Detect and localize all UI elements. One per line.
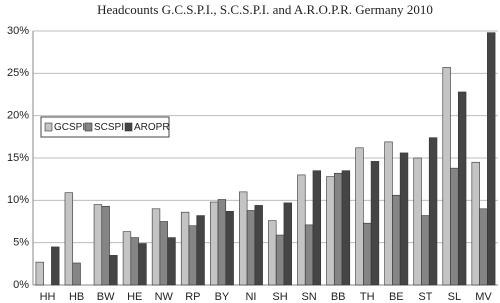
x-tick-label: NW xyxy=(155,291,174,303)
bar xyxy=(312,170,322,286)
bar xyxy=(450,167,459,286)
bar xyxy=(254,205,263,286)
chart-title: Headcounts G.C.S.P.I., S.C.S.P.I. and A.… xyxy=(97,2,433,17)
x-tick-label: SN xyxy=(301,291,316,303)
legend-swatch xyxy=(84,122,93,132)
y-tick-label: 5% xyxy=(13,237,29,249)
y-tick-label: 25% xyxy=(7,67,29,79)
bar xyxy=(239,191,248,286)
bar xyxy=(479,208,488,286)
x-tick-label: HH xyxy=(40,291,56,303)
bar xyxy=(196,215,205,286)
x-tick-label: TH xyxy=(360,291,375,303)
bar xyxy=(64,192,74,286)
x-tick-label: MV xyxy=(475,291,492,303)
bar xyxy=(487,32,496,286)
x-tick-label: SL xyxy=(448,291,461,303)
bar xyxy=(421,215,430,286)
x-tick-label: BE xyxy=(389,291,404,303)
y-tick-label: 15% xyxy=(7,152,29,164)
bar xyxy=(109,255,118,286)
bar xyxy=(225,211,234,286)
bar xyxy=(355,147,364,286)
bar xyxy=(326,176,335,286)
bar xyxy=(413,157,422,286)
y-tick-label: 20% xyxy=(7,110,29,122)
bar xyxy=(268,220,277,286)
x-tick-label: BW xyxy=(97,291,115,303)
bar xyxy=(151,208,161,286)
x-tick-label: HE xyxy=(127,291,142,303)
x-tick-label: RP xyxy=(185,291,200,303)
legend-label: SCSPI xyxy=(94,122,124,133)
bar xyxy=(188,225,198,286)
bar xyxy=(442,67,451,286)
x-tick-label: SH xyxy=(272,291,287,303)
bar xyxy=(471,161,480,286)
bar xyxy=(428,137,438,286)
y-tick-label: 0% xyxy=(13,279,29,291)
x-tick-label: ST xyxy=(418,291,432,303)
bar xyxy=(180,211,190,286)
bar xyxy=(384,141,393,286)
bar xyxy=(130,237,139,286)
bar xyxy=(333,172,343,286)
bar xyxy=(167,237,176,286)
bar xyxy=(209,201,219,286)
bar xyxy=(304,224,314,286)
bar xyxy=(363,222,372,286)
x-tick-label: BY xyxy=(215,291,230,303)
bar xyxy=(275,234,285,286)
legend-box xyxy=(40,116,170,138)
bar xyxy=(392,194,401,286)
bar xyxy=(35,261,44,286)
legend-label: AROPR xyxy=(134,122,170,133)
x-tick-label: NI xyxy=(245,291,256,303)
y-tick-label: 10% xyxy=(7,194,29,206)
bar xyxy=(122,231,132,286)
bar xyxy=(457,91,467,286)
y-tick-label: 30% xyxy=(7,25,29,37)
bar xyxy=(283,202,292,286)
bar xyxy=(399,152,409,286)
bar xyxy=(297,174,306,286)
bar xyxy=(246,210,256,286)
bar xyxy=(93,204,103,286)
legend-swatch xyxy=(44,122,53,132)
bar xyxy=(101,205,110,286)
bar xyxy=(72,262,81,286)
bar xyxy=(217,199,227,286)
legend-label: GCSPI xyxy=(54,122,85,133)
x-tick-label: HB xyxy=(69,291,84,303)
bar xyxy=(370,161,380,286)
bar xyxy=(51,246,60,286)
x-tick-label: BB xyxy=(331,291,346,303)
bar xyxy=(341,170,351,286)
legend-swatch xyxy=(124,122,133,132)
bar xyxy=(138,243,147,286)
bar xyxy=(159,221,168,286)
